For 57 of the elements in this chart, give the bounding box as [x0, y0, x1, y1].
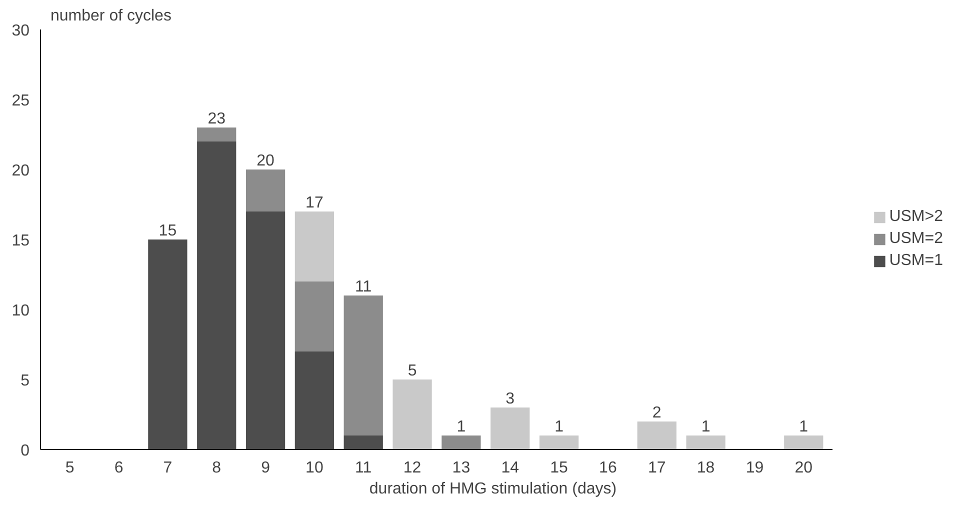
x-tick-label: 14: [501, 460, 520, 476]
y-tick-label: 5: [20, 372, 30, 390]
y-tick-label: 10: [12, 302, 30, 320]
total-label: 1: [456, 418, 466, 436]
total-label: 3: [506, 390, 515, 408]
legend-label: USM=1: [889, 252, 943, 270]
y-tick-label: 25: [12, 92, 30, 110]
x-tick-label: 8: [212, 460, 222, 476]
bar: [344, 296, 383, 436]
x-axis-title: duration of HMG stimulation (days): [369, 480, 617, 498]
bar: [784, 436, 824, 450]
x-tick-label: 16: [599, 460, 617, 476]
total-label: 2: [652, 404, 662, 422]
bar: [148, 240, 188, 450]
bar: [246, 170, 286, 212]
total-label: 20: [256, 152, 275, 170]
y-tick-label: 0: [20, 442, 30, 460]
x-tick-label: 5: [65, 460, 74, 476]
bar: [197, 128, 236, 142]
total-label: 5: [408, 362, 417, 380]
total-label: 11: [355, 278, 372, 296]
bar: [686, 436, 726, 450]
x-tick-label: 19: [746, 460, 764, 476]
y-axis-title: number of cycles: [50, 8, 172, 24]
x-tick-label: 15: [550, 460, 568, 476]
x-tick-label: 17: [648, 460, 666, 476]
bar: [246, 212, 286, 450]
x-tick-label: 9: [261, 460, 270, 476]
y-tick-label: 15: [12, 232, 30, 250]
bar: [539, 436, 579, 450]
total-label: 23: [208, 110, 226, 128]
total-label: 1: [701, 418, 710, 436]
bar: [344, 436, 383, 450]
bar: [637, 422, 676, 450]
y-tick-label: 30: [12, 22, 30, 40]
bar: [197, 142, 236, 450]
x-tick-label: 11: [355, 460, 372, 476]
legend-label: USM>2: [889, 208, 943, 226]
bar: [294, 282, 334, 352]
x-tick-label: 20: [794, 460, 813, 476]
total-label: 15: [158, 222, 177, 240]
legend-label: USM=2: [889, 230, 943, 248]
x-tick-label: 6: [114, 460, 124, 476]
x-tick-label: 18: [696, 460, 715, 476]
total-label: 1: [554, 418, 564, 436]
x-tick-label: 7: [163, 460, 172, 476]
bar: [294, 352, 334, 450]
bar: [294, 212, 334, 282]
total-label: 17: [306, 194, 324, 212]
x-tick-label: 10: [306, 460, 324, 476]
bar: [392, 380, 432, 450]
x-tick-label: 12: [403, 460, 422, 476]
y-tick-label: 20: [12, 162, 30, 180]
x-tick-label: 13: [452, 460, 470, 476]
total-label: 1: [799, 418, 808, 436]
bar: [442, 436, 481, 450]
bar: [490, 408, 530, 450]
